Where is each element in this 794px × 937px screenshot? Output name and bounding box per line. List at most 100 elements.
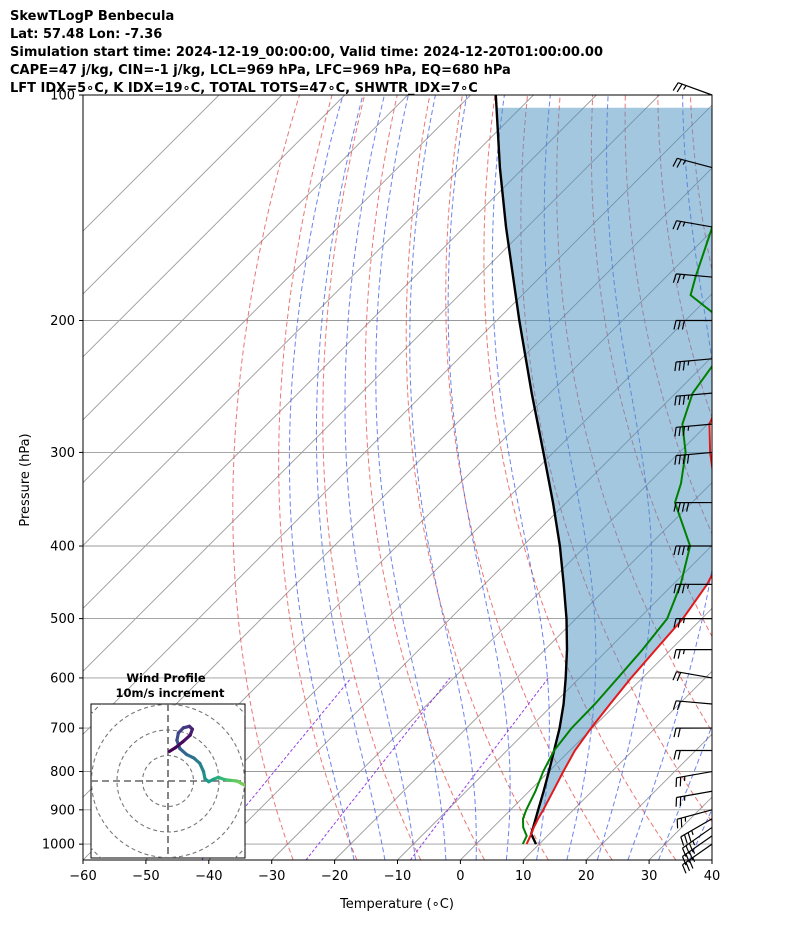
dry-adiabat-line	[405, 95, 549, 860]
axes: −60 −50 −40 −30 −20 −10 0 10 20 30 40 1000 900 800 700…	[42, 89, 720, 885]
barb-feather	[682, 454, 686, 465]
barb-feather	[672, 220, 678, 230]
x-axis-label: Temperature (∘C)	[339, 897, 454, 912]
hodograph-title: Wind Profile	[126, 671, 206, 685]
indices-line-2: LFT IDX=5∘C, K IDX=19∘C, TOTAL TOTS=47∘C…	[10, 81, 478, 96]
hodograph-segment	[167, 746, 177, 754]
barb-feather	[688, 843, 694, 853]
wind-barbs	[672, 82, 713, 874]
barb-half-feather	[682, 160, 686, 165]
barb-feather	[677, 649, 681, 659]
x-tick-label: 20	[578, 869, 595, 884]
barb-half-feather	[687, 395, 690, 400]
wind-barb	[673, 319, 713, 330]
wind-barb	[672, 220, 713, 231]
barb-shaft	[677, 809, 713, 820]
barb-feather	[674, 455, 677, 465]
dry-adiabat-line	[756, 95, 794, 860]
x-tick-label: −30	[258, 869, 285, 884]
barb-shaft	[677, 82, 713, 96]
isotherm-line	[711, 859, 712, 860]
barb-feather	[680, 836, 685, 846]
barb-feather	[685, 845, 691, 855]
isotherm-line	[83, 95, 283, 295]
isotherm-line	[83, 95, 220, 232]
y-tick-label: 500	[50, 612, 75, 627]
wind-barb	[672, 157, 713, 169]
barb-feather	[673, 545, 677, 556]
x-tick-label: −20	[321, 869, 348, 884]
barb-feather	[686, 502, 690, 512]
y-tick-label: 400	[50, 540, 75, 555]
isotherm-line	[397, 544, 712, 860]
barb-half-feather	[692, 849, 696, 854]
barb-half-feather	[682, 618, 685, 624]
barb-feather	[685, 862, 691, 872]
barb-half-feather	[682, 274, 686, 280]
wind-barb	[674, 451, 713, 465]
wind-barb	[674, 423, 713, 437]
x-tick-label: −10	[384, 869, 411, 884]
isotherm-line	[83, 95, 534, 547]
barb-shaft	[680, 818, 713, 838]
x-tick-label: 40	[704, 869, 721, 884]
x-tick-label: −50	[132, 869, 159, 884]
hodograph-subtitle: 10m/s increment	[116, 686, 225, 700]
barb-half-feather	[687, 360, 690, 366]
barb-feather	[677, 320, 681, 330]
wind-barb	[672, 273, 713, 284]
barb-half-feather	[682, 221, 686, 227]
wind-barb	[674, 392, 713, 406]
moist-adiabat-line	[288, 95, 355, 860]
x-tick-label: 30	[641, 869, 658, 884]
mixing-ratio-line	[409, 677, 549, 860]
barb-shaft	[676, 671, 713, 679]
barb-shaft	[676, 220, 713, 228]
location-line: Lat: 57.48 Lon: -7.36	[10, 27, 163, 42]
barb-feather	[677, 750, 681, 760]
barb-feather	[673, 320, 677, 330]
barb-feather	[676, 274, 681, 284]
barb-shaft	[676, 770, 713, 779]
barb-feather	[677, 502, 681, 512]
isotherm-line	[83, 95, 346, 358]
y-tick-label: 100	[50, 89, 75, 104]
barb-shaft	[676, 451, 713, 457]
x-tick-label: −60	[69, 869, 96, 884]
barb-feather	[677, 584, 681, 594]
barb-feather	[681, 545, 685, 556]
barb-feather	[682, 426, 686, 436]
barb-feather	[681, 856, 687, 866]
wind-barb	[673, 749, 713, 760]
x-tick-label: −40	[195, 869, 222, 884]
barb-feather	[672, 158, 678, 167]
chart-header: SkewTLogP Benbecula Lat: 57.48 Lon: -7.3…	[10, 8, 603, 98]
barb-feather	[672, 671, 678, 681]
wind-barb	[675, 790, 713, 807]
moist-adiabat-line	[720, 95, 794, 860]
mixing-ratio-line	[305, 677, 451, 860]
y-tick-label: 700	[50, 722, 75, 737]
barb-feather	[672, 273, 677, 283]
wind-barb	[673, 617, 713, 628]
barb-shaft	[676, 392, 713, 397]
y-axis-label: Pressure (hPa)	[18, 433, 33, 526]
barb-feather	[676, 221, 682, 231]
barb-half-feather	[682, 649, 685, 655]
dry-adiabat-line	[322, 95, 422, 860]
barb-feather	[681, 847, 687, 857]
wind-barb	[676, 809, 713, 829]
barb-feather	[673, 727, 677, 738]
barb-feather	[682, 361, 686, 371]
barb-feather	[678, 361, 681, 371]
barb-feather	[681, 320, 685, 330]
y-tick-label: 300	[50, 446, 75, 461]
x-tick-label: 0	[456, 869, 464, 884]
hodograph-segment	[181, 733, 192, 744]
hodograph-inset: Wind Profile 10m/s increment	[90, 671, 246, 859]
barb-half-feather	[687, 584, 690, 589]
hodograph-segment	[243, 783, 245, 788]
barb-shaft	[682, 843, 713, 866]
moist-adiabat-line	[447, 95, 511, 860]
